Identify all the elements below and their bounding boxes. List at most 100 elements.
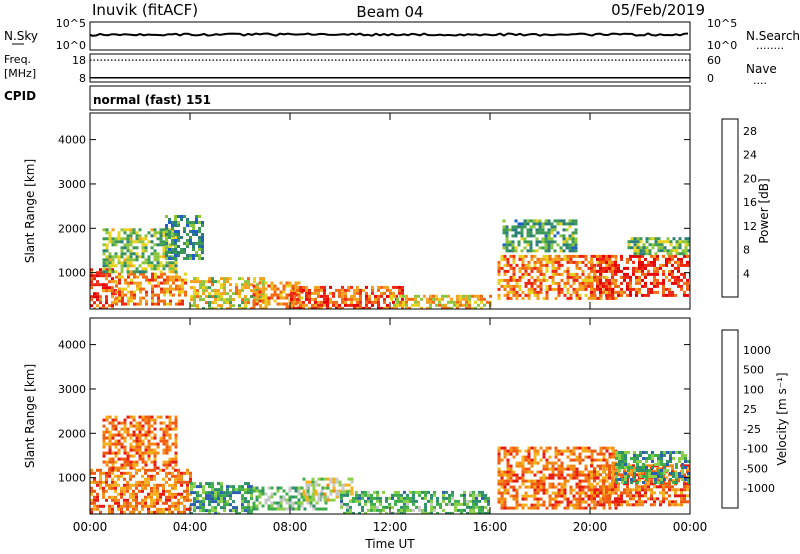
power-echo-cell [505, 234, 509, 238]
power-echo-cell [105, 264, 109, 268]
power-echo-cell [514, 225, 518, 229]
velocity-echo-cell [671, 500, 674, 504]
velocity-echo-cell [515, 452, 519, 456]
power-echo-cell [329, 306, 332, 309]
power-echo-cell [135, 240, 139, 244]
power-echo-cell [111, 301, 114, 305]
power-echo-cell [414, 303, 417, 307]
velocity-echo-cell [448, 502, 451, 506]
power-echo-cell [641, 260, 644, 264]
power-echo-cell [120, 237, 124, 241]
velocity-echo-cell [587, 449, 591, 453]
power-echo-cell [497, 287, 501, 291]
power-echo-cell [145, 278, 148, 282]
velocity-echo-cell [629, 464, 632, 468]
velocity-echo-cell [135, 424, 139, 428]
power-echo-cell [527, 296, 531, 300]
power-echo-cell [282, 302, 286, 306]
velocity-echo-cell [593, 458, 597, 462]
velocity-echo-cell [220, 506, 223, 510]
power-echo-cell [599, 293, 602, 297]
velocity-echo-cell [678, 460, 681, 463]
velocity-echo-cell [533, 497, 537, 501]
velocity-echo-cell [484, 493, 487, 497]
velocity-echo-cell [654, 463, 657, 466]
power-echo-cell [665, 260, 668, 264]
power-echo-cell [512, 257, 516, 261]
power-echo-cell [217, 304, 220, 308]
velocity-echo-cell [361, 490, 364, 494]
power-echo-cell [530, 281, 534, 285]
velocity-echo-cell [575, 491, 579, 495]
power-echo-cell [105, 255, 109, 259]
velocity-echo-cell [114, 415, 118, 419]
velocity-echo-cell [199, 503, 202, 507]
velocity-echo-cell [660, 475, 663, 478]
velocity-echo-cell [123, 498, 126, 502]
power-echo-cell [435, 297, 438, 301]
power-echo-cell [196, 277, 199, 281]
power-echo-cell [192, 221, 195, 224]
power-echo-cell [560, 263, 564, 267]
velocity-echo-cell [602, 479, 605, 483]
velocity-echo-cell [138, 436, 142, 440]
power-echo-cell [568, 234, 572, 238]
velocity-echo-cell [557, 491, 561, 495]
power-echo-cell [521, 254, 525, 258]
power-echo-cell [684, 240, 688, 244]
power-echo-cell [159, 270, 163, 274]
power-echo-cell [171, 224, 174, 227]
velocity-echo-cell [180, 501, 183, 505]
power-echo-cell [305, 294, 308, 298]
velocity-echo-cell [138, 442, 142, 446]
velocity-echo-cell [542, 452, 546, 456]
velocity-echo-cell [660, 463, 663, 466]
power-echo-cell [332, 294, 335, 298]
power-echo-cell [514, 249, 518, 253]
power-echo-cell [656, 284, 659, 288]
power-echo-cell [130, 272, 133, 276]
power-echo-cell [551, 287, 555, 291]
velocity-echo-cell [120, 504, 123, 508]
power-echo-cell [111, 277, 114, 281]
velocity-echo-cell [478, 511, 481, 514]
velocity-echo-cell [350, 480, 354, 484]
power-echo-cell [90, 280, 93, 284]
velocity-echo-cell [662, 497, 665, 501]
power-echo-cell [523, 225, 527, 229]
power-echo-cell [335, 288, 338, 292]
velocity-echo-cell [276, 489, 280, 493]
power-echo-cell [647, 272, 650, 276]
power-echo-cell [285, 284, 289, 288]
velocity-echo-cell [183, 507, 186, 511]
power-echo-cell [356, 303, 359, 307]
velocity-echo-cell [211, 491, 214, 495]
velocity-echo-cell [584, 500, 588, 504]
power-echo-cell [401, 306, 404, 309]
power-echo-cell [663, 249, 667, 253]
velocity-echo-cell [521, 458, 525, 462]
velocity-echo-cell [671, 479, 674, 483]
velocity-echo-cell [141, 483, 144, 487]
power-echo-cell [211, 289, 214, 293]
velocity-echo-cell [153, 436, 157, 440]
power-echo-cell [677, 257, 680, 261]
velocity-echo-cell [373, 508, 376, 512]
velocity-echo-cell [503, 488, 507, 492]
power-echo-cell [581, 284, 585, 288]
velocity-echo-cell [605, 476, 608, 480]
velocity-colorbar-label: Velocity [m s⁻¹] [775, 372, 789, 465]
power-echo-cell [678, 252, 682, 256]
power-echo-cell [186, 242, 189, 245]
velocity-echo-cell [626, 494, 629, 498]
velocity-echo-cell [536, 461, 540, 465]
power-echo-cell [195, 233, 198, 236]
velocity-echo-cell [639, 451, 642, 454]
velocity-echo-cell [524, 479, 528, 483]
power-echo-cell [114, 252, 118, 256]
power-echo-cell [575, 290, 579, 294]
velocity-echo-cell [605, 497, 609, 501]
velocity-echo-cell [220, 500, 223, 504]
power-echo-cell [524, 272, 528, 276]
power-echo-cell [650, 272, 653, 276]
